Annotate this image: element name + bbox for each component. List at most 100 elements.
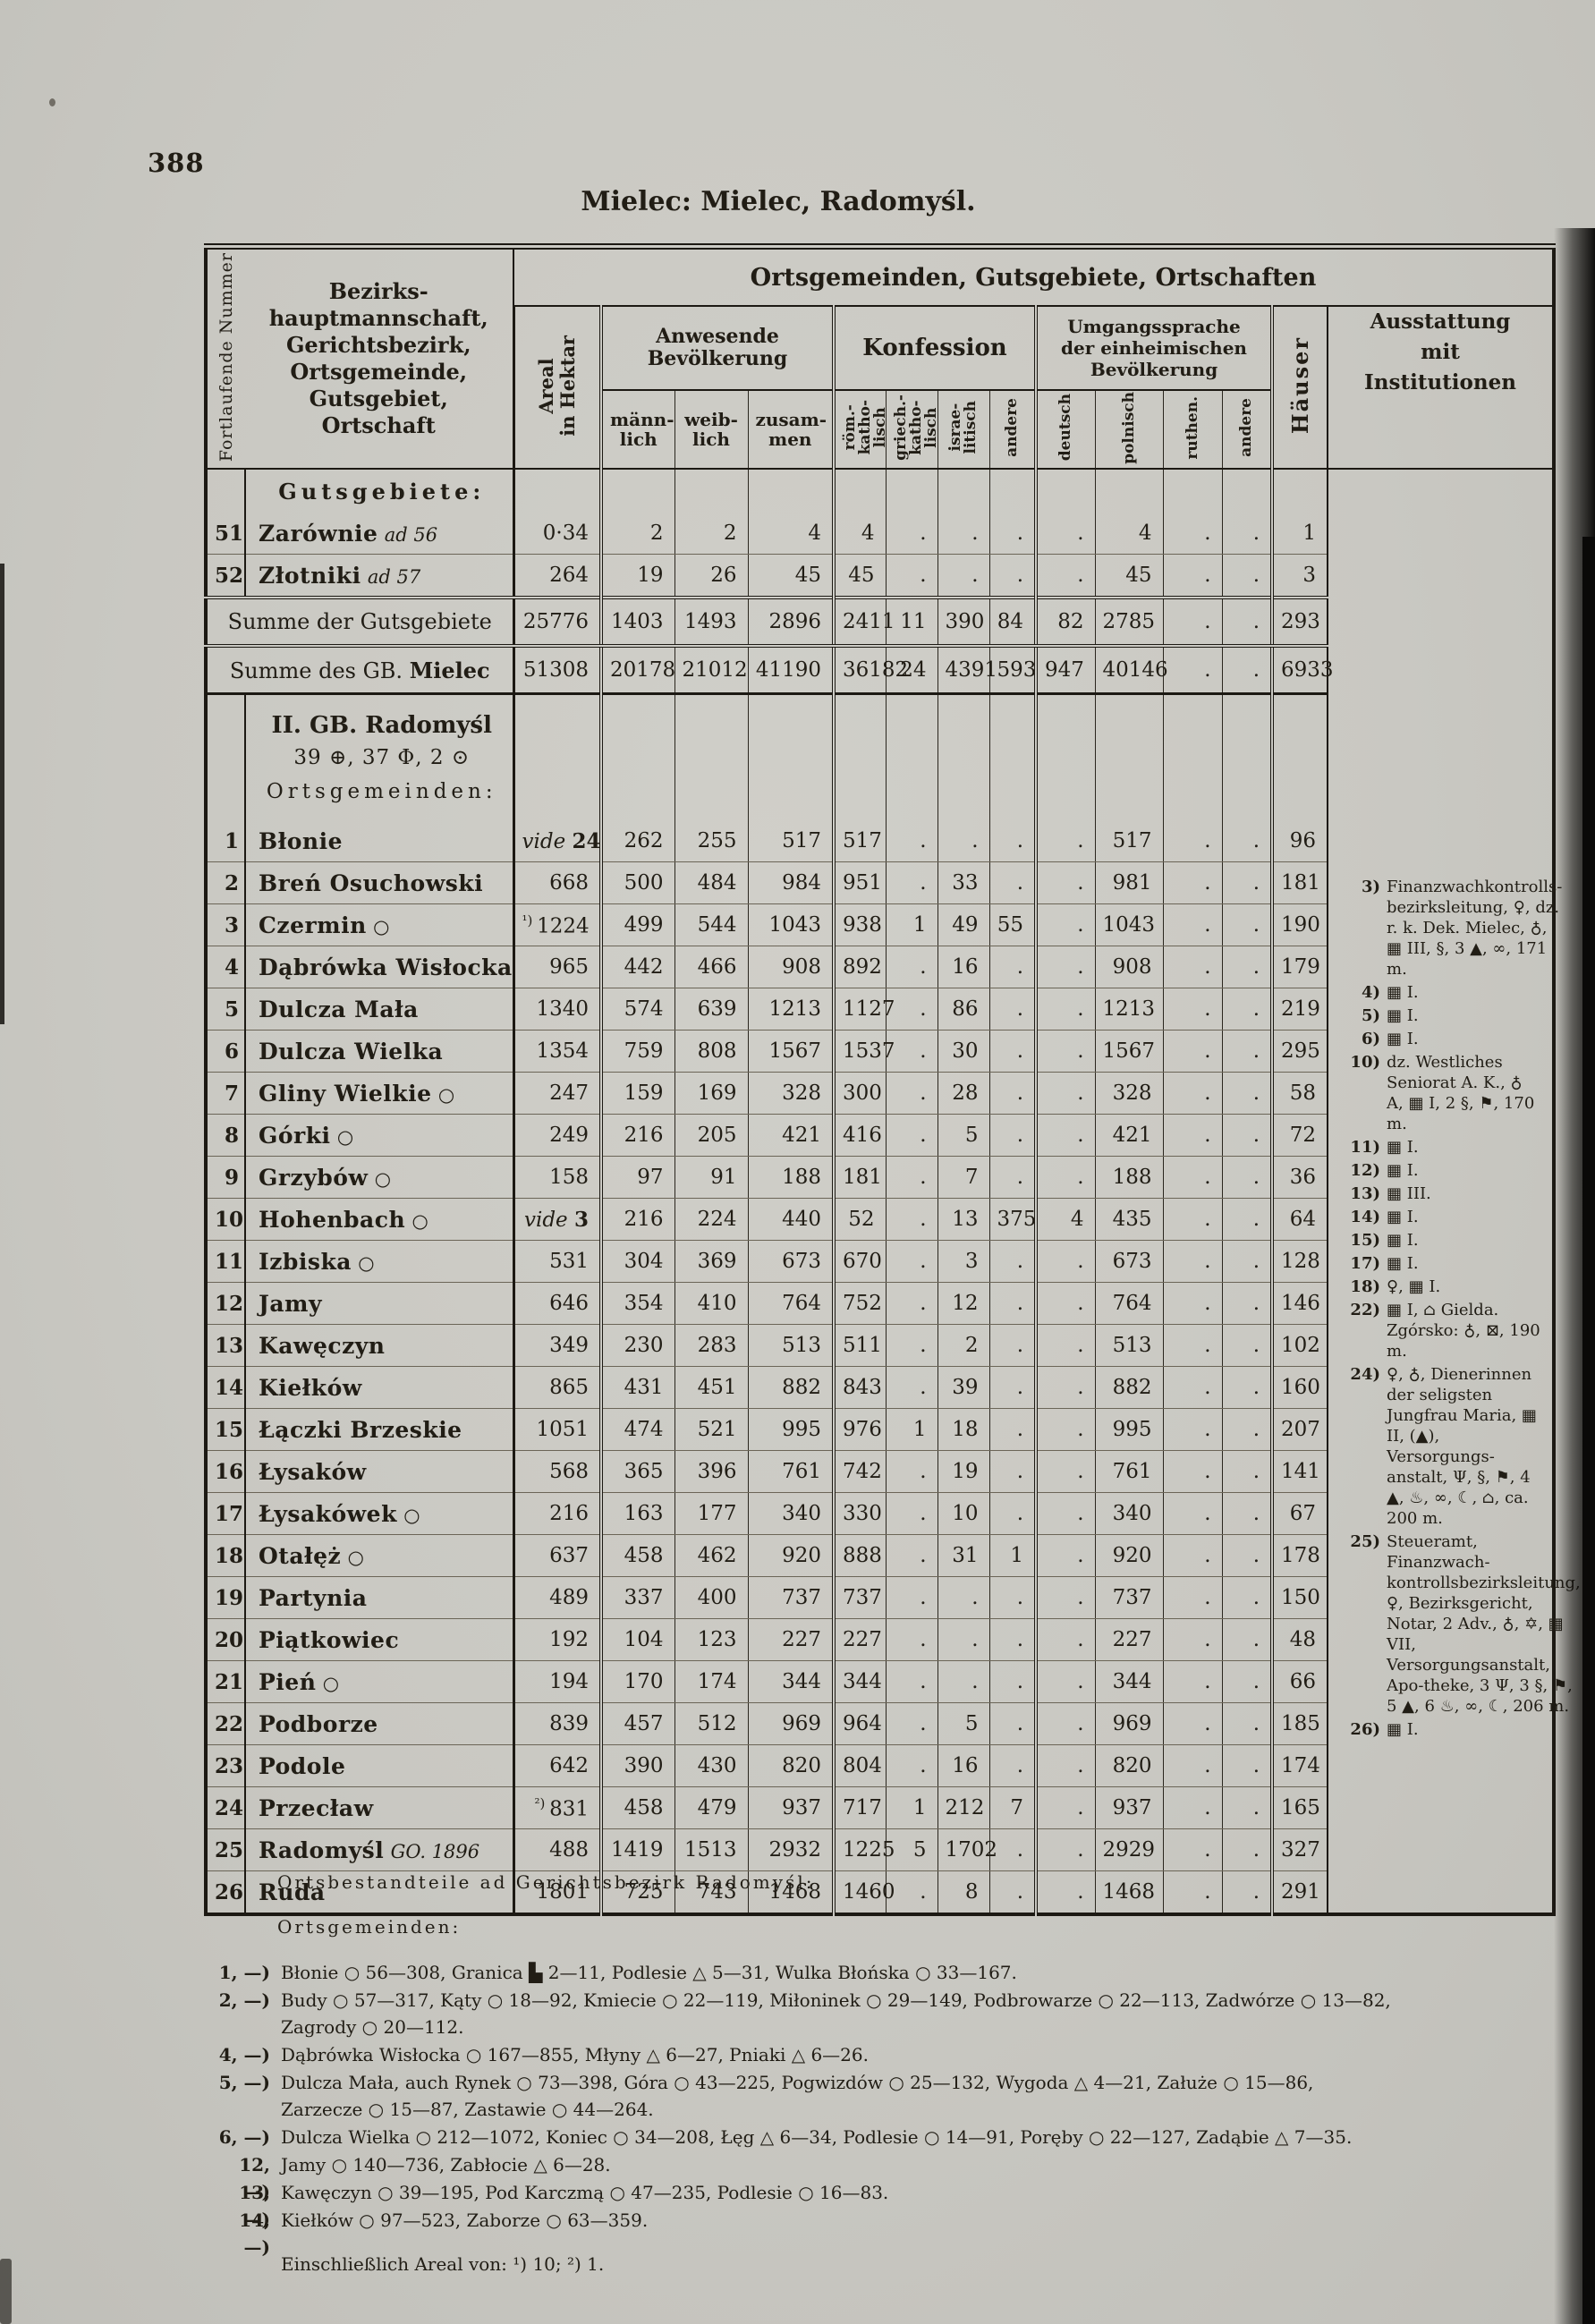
item-number: 14, —) (239, 2209, 270, 2258)
cell-deutsch: . (1034, 1408, 1095, 1451)
cell-maennlich: 458 (599, 1786, 674, 1829)
cell-ruthenisch: . (1162, 1240, 1222, 1283)
note-number: 3) (1361, 878, 1380, 896)
cell-weiblich: 177 (674, 1492, 748, 1535)
cell-sprache-andere: . (1221, 513, 1272, 555)
cell-weiblich: 1493 (674, 596, 748, 648)
cell-nr: 5 (206, 988, 245, 1031)
cell-maennlich: 500 (599, 861, 674, 904)
column-header-areal: Areal in Hektar (512, 306, 601, 470)
cell-ruthenisch: . (1162, 1030, 1222, 1073)
statistics-table: Fortlaufende Nummer Bezirks- hauptmannsc… (204, 243, 1581, 1916)
cell-zusammen: 517 (747, 820, 834, 862)
cell-griech-kath (885, 693, 937, 820)
cell-roem-kath: 888 (832, 1534, 886, 1577)
cell-maennlich (599, 469, 674, 513)
cell-maennlich (599, 693, 674, 820)
cell-israelitisch: 5 (937, 1114, 989, 1157)
cell-maennlich: 1419 (599, 1828, 674, 1871)
cell-haeuser: 102 (1270, 1324, 1328, 1367)
cell-name: Dulcza Wielka (244, 1030, 513, 1073)
cell-nr: 15 (206, 1408, 245, 1451)
cell-sprache-andere: . (1221, 946, 1272, 988)
item-number: 1, —) (218, 1962, 270, 1983)
table-body: Gutsgebiete: 3) Finanzwachkontrolls-bezirk… (206, 469, 1581, 1915)
cell-name: Błonie (244, 820, 513, 862)
table-row: 9 Grzybów ○ 158 97 91 188 181. 7.. 188.. 36 (206, 1156, 1554, 1199)
cell-roem-kath: 1537 (832, 1030, 895, 1073)
cell-haeuser: 66 (1270, 1660, 1328, 1703)
cell-konfession-andere: . (988, 988, 1036, 1031)
cell-sprache-andere: . (1221, 988, 1272, 1031)
cell-roem-kath: 52 (832, 1198, 886, 1241)
cell-deutsch: . (1034, 1744, 1095, 1787)
cell-weiblich: 224 (674, 1198, 748, 1241)
cell-haeuser: 67 (1270, 1492, 1328, 1535)
note-number: 26) (1350, 1720, 1380, 1739)
cell-areal: 568 (512, 1450, 601, 1493)
cell-nr: 25 (206, 1828, 245, 1871)
cell-weiblich: 123 (674, 1618, 748, 1661)
table-header: Fortlaufende Nummer Bezirks- hauptmannsc… (206, 246, 1554, 470)
cell-griech-kath: . (885, 988, 937, 1031)
group-header-konfession: Konfession (832, 306, 1036, 391)
cell-haeuser: 58 (1270, 1072, 1328, 1115)
cell-haeuser: 179 (1270, 946, 1328, 988)
cell-nr: 8 (206, 1114, 245, 1157)
note-text: ▦ I. (1387, 1161, 1419, 1180)
cell-roem-kath: 517 (832, 820, 886, 862)
cell-nr: 10 (206, 1198, 245, 1241)
note-number: 18) (1350, 1277, 1380, 1296)
cell-sprache-andere: . (1221, 861, 1272, 904)
cell-areal: 642 (512, 1744, 601, 1787)
cell-weiblich: 174 (674, 1660, 748, 1703)
cell-polnisch: 40146 (1094, 646, 1168, 695)
cell-polnisch: 227 (1094, 1618, 1163, 1661)
cell-nr: 51 (206, 513, 245, 555)
cell-nr: 20 (206, 1618, 245, 1661)
cell-ruthenisch: . (1162, 1408, 1222, 1451)
table-row: 13 Kawęczyn 349 230 283 513 511. 2.. 513.. 102 (206, 1324, 1554, 1367)
table-row: 10 Hohenbach ○ vide 3 216 224 440 52. 13 375 4 435… (206, 1198, 1554, 1241)
cell-haeuser: 207 (1270, 1408, 1328, 1451)
column-header-roem-kath: röm.- katho- lisch (832, 390, 889, 470)
cell-zusammen: 45 (747, 554, 834, 598)
cell-nr: 18 (206, 1534, 245, 1577)
cell-nr: 3 (206, 903, 245, 946)
note-text: ▦ I. (1387, 1720, 1419, 1739)
cell-polnisch: 435 (1094, 1198, 1163, 1241)
ausstattung-note: 18) ♀, ▦ I. (1341, 1277, 1541, 1297)
cell-konfession-andere: . (988, 1030, 1036, 1073)
cell-deutsch: 4 (1034, 1198, 1095, 1241)
note-number: 6) (1361, 1030, 1380, 1048)
cell-weiblich: 430 (674, 1744, 748, 1787)
cell-sprache-andere (1221, 693, 1272, 820)
section-label-row: Gutsgebiete: 3) Finanzwachkontrolls-bezirk… (206, 469, 1581, 1914)
cell-nr: 14 (206, 1366, 245, 1409)
cell-zusammen: 188 (747, 1156, 834, 1199)
cell-israelitisch: 16 (937, 946, 989, 988)
cell-zusammen: 908 (747, 946, 834, 988)
cell-maennlich: 1403 (599, 596, 674, 648)
cell-polnisch: 45 (1094, 554, 1163, 598)
footnote-subheading: Ortsgemeinden: (277, 1916, 462, 1938)
cell-polnisch: 737 (1094, 1576, 1163, 1619)
item-text: Kiełków ○ 97—523, Zaborze ○ 63—359. (281, 2209, 649, 2231)
cell-konfession-andere: . (988, 1408, 1036, 1451)
cell-israelitisch: . (937, 820, 989, 862)
cell-konfession-andere: . (988, 554, 1036, 598)
cell-weiblich: 410 (674, 1282, 748, 1325)
cell-polnisch: 761 (1094, 1450, 1163, 1493)
cell-zusammen: 4 (747, 513, 834, 555)
cell-areal: 247 (512, 1072, 601, 1115)
cell-zusammen: 1213 (747, 988, 834, 1031)
item-text: Jamy ○ 140—736, Zabłocie △ 6—28. (281, 2154, 611, 2176)
cell-roem-kath: 951 (832, 861, 886, 904)
table-row: 4 Dąbrówka Wisłocka 965 442 466 908 892. 16.. 90… (206, 946, 1554, 988)
cell-israelitisch: . (937, 513, 989, 555)
cell-sprache-andere: . (1221, 1702, 1272, 1745)
cell-nr: 23 (206, 1744, 245, 1787)
column-header-zusammen: zusam- men (747, 390, 834, 470)
cell-weiblich: 479 (674, 1786, 748, 1829)
cell-israelitisch: 13 (937, 1198, 989, 1241)
